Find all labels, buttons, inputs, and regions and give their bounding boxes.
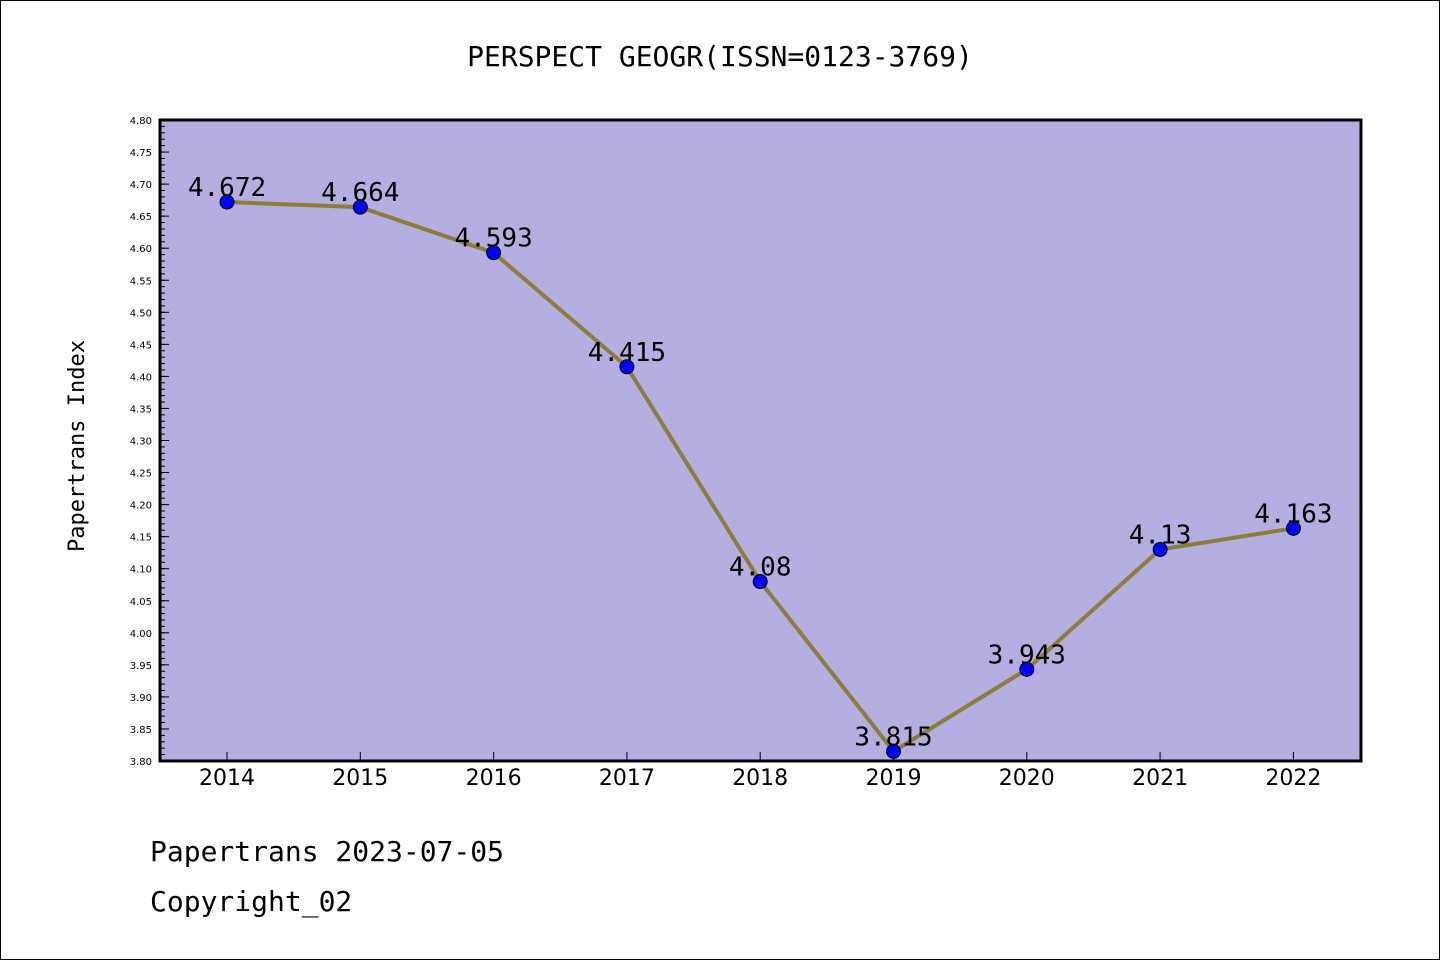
y-tick-label: 4.15	[130, 533, 152, 544]
data-point-marker	[486, 245, 502, 261]
y-tick-label: 4.80	[130, 116, 152, 127]
data-label: 4.664	[321, 178, 399, 208]
y-tick-label: 4.60	[130, 244, 152, 255]
x-tick-label: 2020	[999, 766, 1055, 791]
y-tick-label: 4.30	[130, 437, 152, 448]
data-point-marker	[1152, 541, 1168, 557]
data-label: 4.08	[729, 553, 792, 583]
data-label: 4.415	[588, 338, 666, 368]
series-markers	[219, 194, 1301, 759]
y-tick-label: 3.85	[130, 725, 152, 736]
x-tick-label: 2014	[199, 766, 255, 791]
y-tick-label: 4.25	[130, 469, 152, 480]
x-tick-label: 2017	[599, 766, 655, 791]
y-tick-label: 4.35	[130, 404, 152, 415]
x-axis-ticks: 2014 2015 2016 2017 2018 2019 2020 2021 2022	[199, 752, 1321, 791]
data-point-marker	[752, 574, 768, 590]
data-point-marker	[1285, 520, 1301, 536]
x-tick-label: 2015	[332, 766, 388, 791]
x-tick-label: 2018	[732, 766, 788, 791]
plot-area	[160, 120, 1361, 761]
x-tick-label: 2016	[466, 766, 522, 791]
y-tick-label: 4.00	[130, 629, 152, 640]
data-point-marker	[619, 359, 635, 375]
y-tick-label: 4.65	[130, 212, 152, 223]
data-label: 4.593	[454, 224, 532, 254]
data-label: 4.672	[188, 173, 266, 203]
x-tick-label: 2019	[866, 766, 922, 791]
y-tick-label: 3.80	[130, 757, 152, 768]
data-point-marker	[352, 199, 368, 215]
data-point-marker	[1019, 661, 1035, 677]
data-label: 3.815	[854, 722, 932, 752]
y-tick-label: 4.70	[130, 180, 152, 191]
y-tick-label: 4.20	[130, 501, 152, 512]
y-tick-label: 4.05	[130, 597, 152, 608]
y-tick-label: 3.90	[130, 693, 152, 704]
y-tick-label: 4.10	[130, 565, 152, 576]
y-axis-label: Papertrans Index	[65, 340, 90, 552]
data-label: 4.163	[1254, 499, 1332, 529]
footer-copyright: Copyright_02	[150, 885, 353, 918]
y-tick-label: 4.50	[130, 308, 152, 319]
data-point-marker	[886, 743, 901, 759]
y-tick-label: 3.95	[130, 661, 152, 672]
footer-date: Papertrans 2023-07-05	[150, 835, 505, 868]
data-label: 3.943	[988, 640, 1066, 670]
x-tick-label: 2022	[1265, 766, 1321, 791]
y-axis-ticks: 3.80 3.85 3.90 3.95 4.00 4.05 4.10 4.15 4.20 4.25…	[130, 116, 169, 768]
y-tick-label: 4.45	[130, 340, 152, 351]
y-tick-label: 4.40	[130, 372, 152, 383]
y-tick-label: 4.75	[130, 148, 152, 159]
data-point-marker	[219, 194, 235, 210]
data-labels: 4.672 4.664 4.593 4.415 4.08 3.815 3.943 4.13 4.…	[188, 173, 1333, 752]
data-label: 4.13	[1129, 520, 1192, 550]
plot-border	[158, 118, 1363, 763]
chart-title: PERSPECT GEOGR(ISSN=0123-3769)	[467, 40, 973, 73]
y-tick-label: 4.55	[130, 276, 152, 287]
x-tick-label: 2021	[1132, 766, 1188, 791]
